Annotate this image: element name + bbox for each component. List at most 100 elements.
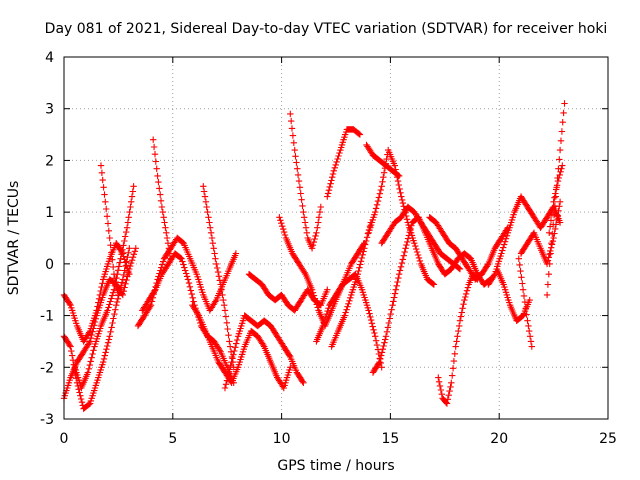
- data-point: [105, 227, 112, 234]
- series-arc-17: [328, 219, 374, 350]
- data-point: [550, 198, 557, 205]
- data-point: [260, 341, 267, 349]
- data-point: [376, 190, 383, 197]
- data-point: [498, 250, 505, 257]
- data-point: [556, 146, 564, 154]
- data-point: [224, 325, 231, 333]
- data-point: [104, 342, 111, 350]
- data-point: [150, 143, 158, 151]
- data-point: [152, 158, 159, 165]
- data-point: [526, 327, 533, 335]
- data-point: [364, 230, 372, 237]
- data-point: [177, 254, 184, 262]
- x-tick-label: 20: [490, 431, 508, 447]
- data-point: [86, 361, 93, 369]
- data-point: [394, 278, 401, 286]
- data-point: [525, 322, 532, 330]
- data-point: [298, 196, 305, 203]
- data-point: [405, 232, 413, 239]
- data-point: [356, 131, 364, 138]
- data-point: [155, 178, 162, 186]
- data-point: [398, 196, 406, 204]
- series-arc-9: [200, 183, 237, 371]
- data-point: [207, 224, 214, 231]
- data-point: [110, 271, 118, 278]
- data-point: [553, 216, 561, 224]
- data-point: [118, 251, 125, 258]
- data-point: [326, 183, 333, 191]
- data-point: [127, 259, 135, 267]
- data-point: [378, 183, 385, 190]
- data-point: [528, 343, 535, 350]
- data-point: [295, 177, 303, 185]
- data-point: [401, 248, 408, 256]
- data-point: [383, 155, 390, 163]
- data-point: [362, 241, 369, 248]
- data-point: [380, 342, 387, 350]
- data-point: [357, 258, 365, 265]
- data-point: [216, 347, 223, 354]
- data-point: [526, 296, 533, 304]
- data-point: [462, 293, 469, 301]
- data-point: [102, 349, 109, 356]
- data-point: [329, 174, 336, 181]
- data-point: [123, 276, 130, 284]
- y-tick-label: 4: [45, 50, 54, 66]
- data-point: [371, 329, 378, 337]
- data-point: [355, 267, 362, 275]
- data-point: [127, 203, 134, 211]
- data-point: [527, 338, 535, 345]
- data-point: [200, 183, 207, 190]
- data-point: [374, 197, 382, 205]
- data-point: [312, 232, 319, 240]
- data-point: [200, 188, 208, 195]
- data-point: [415, 254, 423, 262]
- data-point: [104, 339, 112, 346]
- data-point: [523, 311, 530, 318]
- data-point: [97, 162, 105, 169]
- data-point: [546, 251, 553, 258]
- y-tick-label: -1: [40, 309, 54, 325]
- data-point: [108, 324, 115, 331]
- data-point: [391, 290, 399, 297]
- data-point: [294, 171, 302, 179]
- data-point: [107, 242, 114, 249]
- data-point: [444, 396, 451, 403]
- data-point: [294, 165, 301, 172]
- data-point: [281, 231, 289, 239]
- data-point: [312, 298, 319, 305]
- data-point: [109, 292, 116, 299]
- data-point: [159, 208, 166, 216]
- data-point: [404, 238, 411, 246]
- data-point: [167, 255, 174, 262]
- data-point: [214, 264, 221, 272]
- data-point: [546, 260, 553, 268]
- data-point: [310, 292, 318, 299]
- data-point: [219, 291, 226, 299]
- data-point: [157, 197, 165, 204]
- data-point: [212, 255, 219, 262]
- data-point: [464, 284, 472, 291]
- series-arc-5: [97, 162, 122, 299]
- data-point: [102, 198, 109, 205]
- data-point: [399, 256, 406, 263]
- data-point: [344, 303, 351, 310]
- data-point: [213, 260, 220, 268]
- data-point: [547, 250, 554, 257]
- data-point: [544, 281, 552, 288]
- data-point: [111, 310, 118, 318]
- data-point: [225, 332, 232, 339]
- y-tick-label: -3: [40, 412, 54, 428]
- data-point: [314, 224, 321, 231]
- data-point: [230, 351, 237, 358]
- data-point: [301, 269, 308, 276]
- data-point: [287, 110, 294, 118]
- data-point: [162, 224, 169, 231]
- data-point: [411, 240, 418, 247]
- data-point: [100, 184, 107, 191]
- data-point: [558, 128, 566, 135]
- series-arc-14: [276, 214, 368, 330]
- data-point: [342, 309, 349, 316]
- data-point: [288, 125, 296, 132]
- data-point: [438, 391, 445, 398]
